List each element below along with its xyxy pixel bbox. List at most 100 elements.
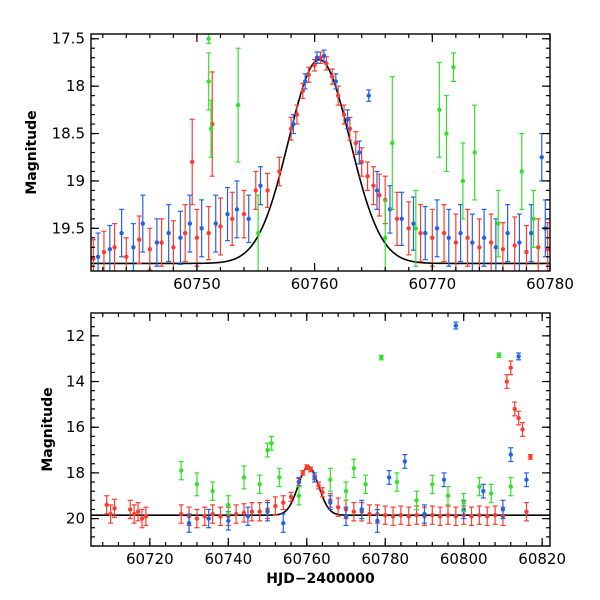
data-point: [402, 459, 408, 464]
series-2: [178, 352, 514, 515]
data-point: [441, 230, 447, 236]
data-point: [304, 464, 309, 470]
data-point: [257, 509, 262, 514]
data-point: [477, 245, 482, 250]
data-point: [199, 226, 204, 231]
data-point: [246, 216, 251, 222]
data-point: [277, 169, 282, 174]
data-point: [437, 107, 442, 113]
data-point: [493, 245, 499, 250]
data-point: [258, 183, 263, 188]
data-point: [288, 126, 294, 131]
data-point: [411, 221, 416, 226]
top-panel: 60750 60760 60770 60780 17.5 18 18.5 19 19.5 Magn…: [24, 30, 574, 293]
data-point: [343, 514, 349, 519]
data-point: [300, 88, 306, 94]
data-point: [328, 500, 333, 505]
data-point: [206, 36, 211, 41]
data-point: [539, 155, 544, 160]
data-point: [190, 159, 195, 165]
y-axis-title: Magnitude: [24, 110, 40, 194]
y-tick-label: 18: [66, 464, 85, 482]
data-point: [430, 512, 435, 518]
data-point: [345, 117, 350, 122]
model-curve: [91, 58, 550, 265]
data-point: [112, 245, 117, 250]
data-point: [291, 121, 296, 127]
data-point: [296, 479, 302, 485]
data-point: [366, 93, 371, 98]
data-point: [171, 245, 176, 250]
data-point: [418, 230, 423, 236]
data-point: [414, 498, 419, 503]
data-point: [367, 511, 372, 517]
data-point: [194, 235, 200, 241]
data-point: [517, 240, 522, 245]
data-point: [265, 188, 270, 193]
data-point: [437, 514, 443, 519]
data-point: [303, 79, 308, 84]
data-point: [343, 488, 349, 494]
data-point: [277, 475, 282, 480]
data-point: [469, 514, 474, 519]
data-point: [143, 514, 149, 519]
y-tick-label: 19: [66, 172, 85, 190]
data-point: [413, 226, 419, 231]
data-point: [131, 511, 137, 517]
y-tick-label: 18.5: [52, 125, 85, 143]
data-point: [265, 509, 270, 514]
data-point: [107, 246, 113, 252]
data-point: [206, 230, 211, 236]
data-point: [213, 221, 218, 226]
data-point: [333, 79, 338, 84]
y-axis-title: Magnitude: [40, 387, 56, 471]
data-point: [314, 55, 320, 60]
data-point: [516, 354, 521, 359]
data-point: [119, 230, 124, 236]
data-point: [91, 256, 96, 261]
data-point: [104, 502, 109, 508]
data-point: [281, 500, 286, 505]
data-point: [545, 246, 550, 252]
data-point: [249, 509, 255, 514]
data-point: [112, 506, 117, 511]
data-point: [95, 254, 101, 259]
data-point: [257, 482, 262, 487]
data-point: [341, 112, 347, 117]
data-point: [359, 159, 364, 165]
data-point: [460, 178, 466, 184]
data-point: [472, 150, 477, 155]
data-point: [365, 174, 370, 179]
data-point: [318, 55, 323, 60]
data-point: [528, 230, 534, 236]
data-point: [434, 226, 440, 231]
data-point: [528, 454, 533, 460]
data-point: [353, 140, 359, 146]
data-point: [208, 126, 214, 131]
data-point: [414, 512, 419, 518]
data-point: [206, 79, 211, 84]
data-point: [351, 509, 357, 514]
data-point: [234, 207, 240, 212]
plot-area: [91, 34, 550, 271]
data-point: [265, 447, 270, 453]
data-point: [233, 511, 239, 517]
data-point: [241, 510, 247, 516]
data-point: [423, 230, 428, 236]
data-point: [178, 235, 183, 241]
x-tick-label: 60820: [518, 550, 566, 568]
data-point: [422, 511, 427, 517]
data-point: [508, 484, 513, 489]
data-point: [516, 415, 521, 421]
data-point: [505, 230, 510, 236]
data-point: [477, 512, 482, 518]
data-point: [108, 511, 113, 517]
data-point: [218, 224, 223, 229]
data-point: [335, 93, 341, 98]
data-point: [131, 245, 136, 250]
data-point: [453, 514, 459, 519]
data-point: [187, 221, 193, 226]
data-point: [320, 490, 325, 495]
data-point: [406, 514, 411, 519]
series-1: [95, 49, 548, 271]
